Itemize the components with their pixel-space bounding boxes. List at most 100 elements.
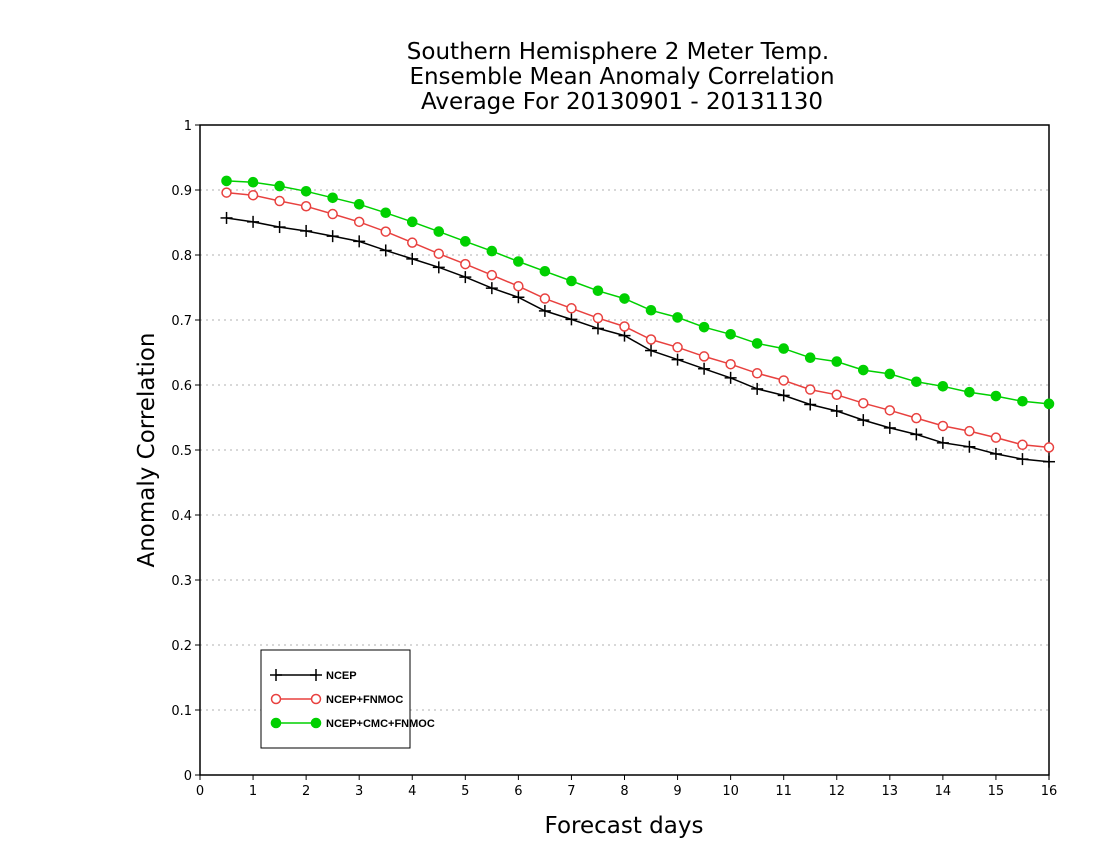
x-tick-label: 12 <box>828 784 845 799</box>
point-marker <box>310 717 322 729</box>
x-tick-label: 2 <box>302 784 310 799</box>
point-marker <box>778 375 789 386</box>
x-tick-label: 10 <box>722 784 739 799</box>
series-line <box>226 191 1050 449</box>
x-tick-label: 4 <box>408 784 416 799</box>
x-tick-label: 6 <box>514 784 522 799</box>
point-marker <box>327 192 338 204</box>
point-marker <box>619 321 630 332</box>
point-marker <box>831 356 843 367</box>
point-marker <box>539 293 551 304</box>
y-tick-label: 0.2 <box>171 639 192 654</box>
point-marker <box>274 180 285 192</box>
legend-item: NCEP+FNMOC <box>270 693 403 706</box>
y-tick-label: 0.8 <box>171 249 192 264</box>
point-marker <box>486 245 498 257</box>
point-marker <box>1017 439 1028 451</box>
x-tick-label: 13 <box>882 784 899 799</box>
point-marker <box>486 269 498 281</box>
y-tick-label: 0.5 <box>171 444 192 459</box>
point-marker <box>380 226 391 237</box>
y-tick-label: 0.4 <box>171 509 192 524</box>
point-marker <box>460 236 471 247</box>
point-marker <box>990 432 1002 443</box>
point-marker <box>247 189 259 201</box>
point-marker <box>990 390 1002 402</box>
point-marker <box>407 237 418 248</box>
series-line <box>226 217 1050 463</box>
point-marker <box>433 226 445 237</box>
y-tick-label: 0.1 <box>171 704 192 719</box>
point-marker <box>566 303 577 314</box>
point-marker <box>858 397 869 409</box>
x-axis: 0 1 2 3 4 5 6 7 8 9 10 11 12 13 14 15 16 <box>196 775 1057 799</box>
point-marker <box>406 216 418 228</box>
point-marker <box>725 358 736 370</box>
series-ncep-fnmoc <box>221 187 1055 453</box>
point-marker <box>937 420 949 432</box>
y-tick-label: 0.9 <box>171 184 192 199</box>
x-axis-title: Forecast days <box>545 813 704 839</box>
point-marker <box>592 285 604 297</box>
point-marker <box>751 368 763 379</box>
point-marker <box>270 693 282 705</box>
point-marker <box>911 376 922 388</box>
point-marker <box>964 425 975 437</box>
point-marker <box>353 216 365 228</box>
x-tick-label: 16 <box>1041 784 1058 799</box>
point-marker <box>592 312 604 324</box>
point-marker <box>831 389 842 400</box>
y-tick-label: 0.6 <box>171 379 192 394</box>
x-tick-label: 14 <box>935 784 952 799</box>
point-marker <box>566 275 577 287</box>
point-marker <box>513 256 524 267</box>
point-marker <box>645 334 657 345</box>
x-tick-label: 11 <box>775 784 792 799</box>
point-marker <box>884 368 896 380</box>
point-marker <box>247 176 259 188</box>
point-marker <box>300 201 312 212</box>
point-marker <box>937 381 949 392</box>
x-tick-label: 3 <box>355 784 363 799</box>
point-marker <box>698 321 710 333</box>
point-marker <box>433 248 445 259</box>
y-axis: 0 0.1 0.2 0.3 0.4 0.5 0.6 0.7 0.8 0.9 1 <box>171 119 200 784</box>
x-tick-label: 5 <box>461 784 469 799</box>
y-tick-label: 0.7 <box>171 314 192 329</box>
point-marker <box>964 386 975 398</box>
point-marker <box>884 405 896 416</box>
series-line <box>226 180 1050 405</box>
point-marker <box>619 293 630 304</box>
point-marker <box>778 343 789 354</box>
y-tick-label: 0.3 <box>171 574 192 589</box>
point-marker <box>804 384 816 395</box>
point-marker <box>221 187 232 198</box>
point-marker <box>353 199 365 210</box>
point-marker <box>1017 395 1028 407</box>
point-marker <box>1043 398 1055 410</box>
point-marker <box>380 207 392 219</box>
x-tick-label: 1 <box>249 784 257 799</box>
point-marker <box>911 412 922 424</box>
x-tick-label: 0 <box>196 784 204 799</box>
title-line-3: Average For 20130901 - 20131130 <box>421 89 823 115</box>
point-marker <box>725 329 736 340</box>
point-marker <box>270 717 282 729</box>
legend-label: NCEP+CMC+FNMOC <box>326 718 435 730</box>
title-line-2: Ensemble Mean Anomaly Correlation <box>409 64 834 90</box>
chart-title: Southern Hemisphere 2 Meter Temp. Ensemb… <box>407 39 835 115</box>
point-marker <box>804 352 816 364</box>
legend-item: NCEP <box>270 669 357 682</box>
point-marker <box>300 186 312 197</box>
series-ncep-cmc-fnmoc <box>221 175 1055 410</box>
title-line-1: Southern Hemisphere 2 Meter Temp. <box>407 39 829 65</box>
legend: NCEP NCEP+FNMOC NCEP+CMC+FNMOC <box>260 649 435 749</box>
point-marker <box>645 304 657 316</box>
point-marker <box>672 342 683 353</box>
point-marker <box>274 195 285 207</box>
y-axis-title: Anomaly Correlation <box>134 332 160 567</box>
point-marker <box>460 258 471 270</box>
y-tick-label: 1 <box>184 119 192 134</box>
grid <box>200 189 1049 711</box>
point-marker <box>1043 442 1055 453</box>
